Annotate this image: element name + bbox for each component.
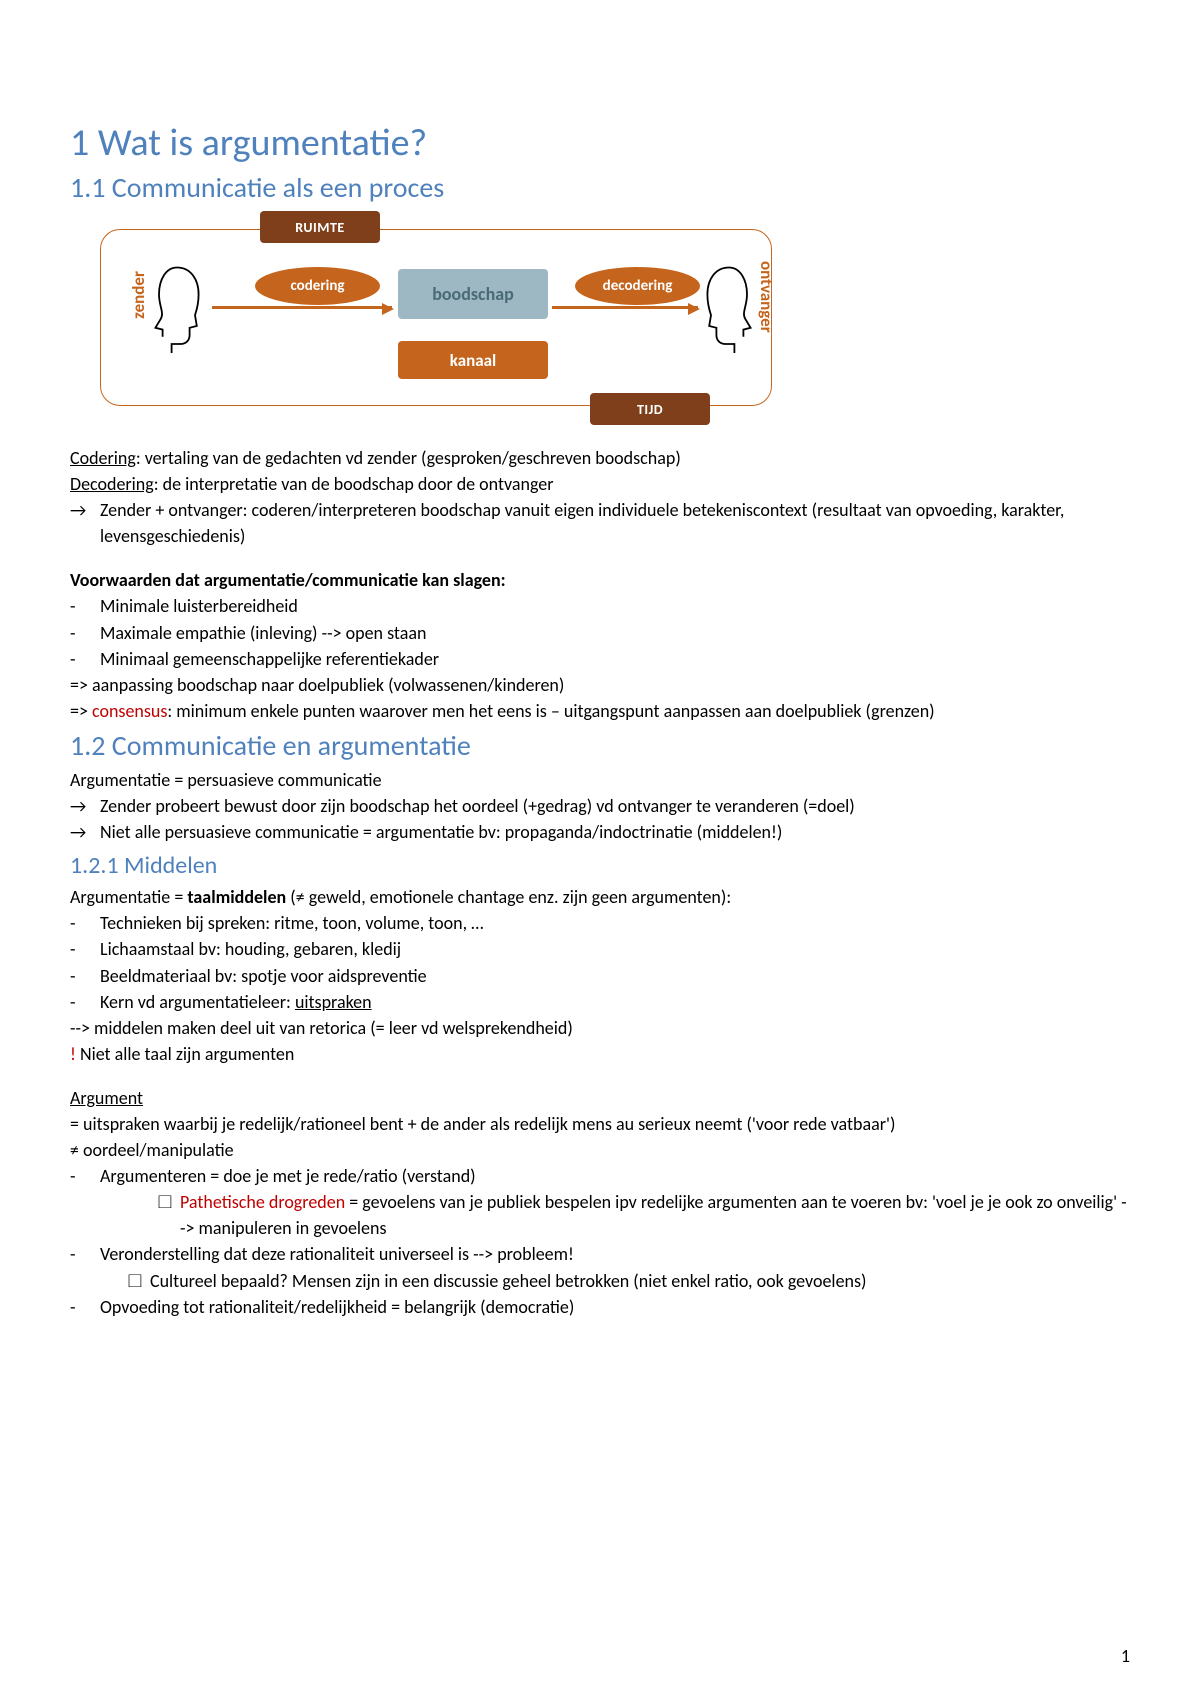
sub-bullet: 🞎: [120, 1268, 150, 1294]
dash-bullet: -: [70, 936, 100, 962]
dash-bullet: -: [70, 989, 100, 1015]
dash-bullet: -: [70, 620, 100, 646]
s12-intro: Argumentatie = persuasieve communicatie: [70, 767, 1130, 793]
dash-bullet: -: [70, 1294, 100, 1320]
arrow-bullet: →: [70, 819, 100, 845]
s121-item-4: - Kern vd argumentatieleer: uitspraken: [70, 989, 1130, 1015]
s121-item4u: uitspraken: [295, 991, 372, 1013]
s121-intro-a: Argumentatie =: [70, 886, 187, 908]
s121-warn: ! Niet alle taal zijn argumenten: [70, 1041, 1130, 1067]
pathetische-red: Pathetische drogreden: [180, 1191, 345, 1213]
arg-b2: - Veronderstelling dat deze rationalitei…: [70, 1241, 1130, 1267]
heading-2-1-2: 1.2 Communicatie en argumentatie: [70, 728, 1130, 763]
cond-item-1: - Minimale luisterbereidheid: [70, 593, 1130, 619]
arg-line1: = uitspraken waarbij je redelijk/ratione…: [70, 1111, 1130, 1137]
s12-row-1: → Zender probeert bewust door zijn boods…: [70, 793, 1130, 819]
s121-intro: Argumentatie = taalmiddelen (≠ geweld, e…: [70, 884, 1130, 910]
s12-row-2: → Niet alle persuasieve communicatie = a…: [70, 819, 1130, 845]
heading-3-1-2-1: 1.2.1 Middelen: [70, 851, 1130, 880]
def-codering: Codering: vertaling van de gedachten vd …: [70, 445, 1130, 471]
ontvanger-label: ontvanger: [756, 261, 777, 333]
arg-b1-sub-text: Pathetische drogreden = gevoelens van je…: [180, 1189, 1130, 1241]
dash-bullet: -: [70, 1163, 100, 1189]
dash-bullet: -: [70, 593, 100, 619]
def-codering-label: Codering: [70, 447, 136, 469]
arrow-bullet: →: [70, 497, 100, 549]
box-ruimte: RUIMTE: [260, 211, 380, 243]
arrow-zender-ontvanger: → Zender + ontvanger: coderen/interprete…: [70, 497, 1130, 549]
s121-item4a: Kern vd argumentatieleer:: [100, 991, 295, 1013]
ellipse-decodering: decodering: [575, 267, 700, 305]
cond-follow-2b: : minimum enkele punten waarover men het…: [167, 700, 934, 722]
ellipse-codering: codering: [255, 267, 380, 305]
document-page: 1 Wat is argumentatie? 1.1 Communicatie …: [0, 0, 1200, 1697]
arg-b1-text: Argumenteren = doe je met je rede/ratio …: [100, 1163, 476, 1189]
warn-text: Niet alle taal zijn argumenten: [76, 1043, 294, 1065]
dash-bullet: -: [70, 910, 100, 936]
zender-head-icon: [148, 263, 206, 353]
arrow1-text: Zender + ontvanger: coderen/interpretere…: [100, 497, 1130, 549]
s121-item-2: - Lichaamstaal bv: houding, gebaren, kle…: [70, 936, 1130, 962]
def-decodering-text: : de interpretatie van de boodschap door…: [154, 473, 554, 495]
s121-intro-b: (≠ geweld, emotionele chantage enz. zijn…: [286, 886, 731, 908]
s12-text-1: Zender probeert bewust door zijn boodsch…: [100, 793, 855, 819]
communication-diagram: RUIMTE codering decodering boodschap kan…: [100, 211, 780, 431]
cond-item-3: - Minimaal gemeenschappelijke referentie…: [70, 646, 1130, 672]
cond-follow-2a: =>: [70, 700, 92, 722]
box-boodschap: boodschap: [398, 269, 548, 319]
cond-text-2: Maximale empathie (inleving) --> open st…: [100, 620, 426, 646]
s121-text-3: Beeldmateriaal bv: spotje voor aidspreve…: [100, 963, 427, 989]
heading-2-1-1: 1.1 Communicatie als een proces: [70, 170, 1130, 205]
def-codering-text: : vertaling van de gedachten vd zender (…: [136, 447, 681, 469]
consensus-red: consensus: [92, 700, 167, 722]
s121-text-1: Technieken bij spreken: ritme, toon, vol…: [100, 910, 484, 936]
dash-bullet: -: [70, 646, 100, 672]
dash-bullet: -: [70, 1241, 100, 1267]
s121-follow: --> middelen maken deel uit van retorica…: [70, 1015, 1130, 1041]
arg-b2-sub: 🞎 Cultureel bepaald? Mensen zijn in een …: [70, 1268, 1130, 1294]
conditions-title: Voorwaarden dat argumentatie/communicati…: [70, 567, 1130, 593]
arg-b3-text: Opvoeding tot rationaliteit/redelijkheid…: [100, 1294, 574, 1320]
s121-text-4: Kern vd argumentatieleer: uitspraken: [100, 989, 372, 1015]
s121-intro-bold: taalmiddelen: [187, 886, 286, 908]
arrow-1: [212, 306, 392, 309]
arrow-2: [552, 306, 698, 309]
def-decodering-label: Decodering: [70, 473, 154, 495]
cond-follow-1: => aanpassing boodschap naar doelpubliek…: [70, 672, 1130, 698]
arg-b1-sub: 🞎 Pathetische drogreden = gevoelens van …: [70, 1189, 1130, 1241]
s12-text-2: Niet alle persuasieve communicatie = arg…: [100, 819, 782, 845]
arrow-bullet: →: [70, 793, 100, 819]
dash-bullet: -: [70, 963, 100, 989]
arg-b3: - Opvoeding tot rationaliteit/redelijkhe…: [70, 1294, 1130, 1320]
s121-text-2: Lichaamstaal bv: houding, gebaren, kledi…: [100, 936, 401, 962]
zender-label: zender: [128, 271, 149, 319]
s121-item-3: - Beeldmateriaal bv: spotje voor aidspre…: [70, 963, 1130, 989]
cond-text-3: Minimaal gemeenschappelijke referentieka…: [100, 646, 439, 672]
box-tijd: TIJD: [590, 393, 710, 425]
arg-b2-sub-text: Cultureel bepaald? Mensen zijn in een di…: [150, 1268, 866, 1294]
s121-item-1: - Technieken bij spreken: ritme, toon, v…: [70, 910, 1130, 936]
cond-text-1: Minimale luisterbereidheid: [100, 593, 298, 619]
def-decodering: Decodering: de interpretatie van de bood…: [70, 471, 1130, 497]
heading-1: 1 Wat is argumentatie?: [70, 120, 1130, 166]
cond-item-2: - Maximale empathie (inleving) --> open …: [70, 620, 1130, 646]
ontvanger-head-icon: [700, 263, 758, 353]
sub-bullet: 🞎: [150, 1189, 180, 1241]
arg-b2-text: Veronderstelling dat deze rationaliteit …: [100, 1241, 574, 1267]
arg-line2: ≠ oordeel/manipulatie: [70, 1137, 1130, 1163]
argument-label: Argument: [70, 1085, 1130, 1111]
cond-follow-2: => consensus: minimum enkele punten waar…: [70, 698, 1130, 724]
page-number: 1: [1121, 1645, 1130, 1667]
box-kanaal: kanaal: [398, 341, 548, 379]
arg-b1: - Argumenteren = doe je met je rede/rati…: [70, 1163, 1130, 1189]
